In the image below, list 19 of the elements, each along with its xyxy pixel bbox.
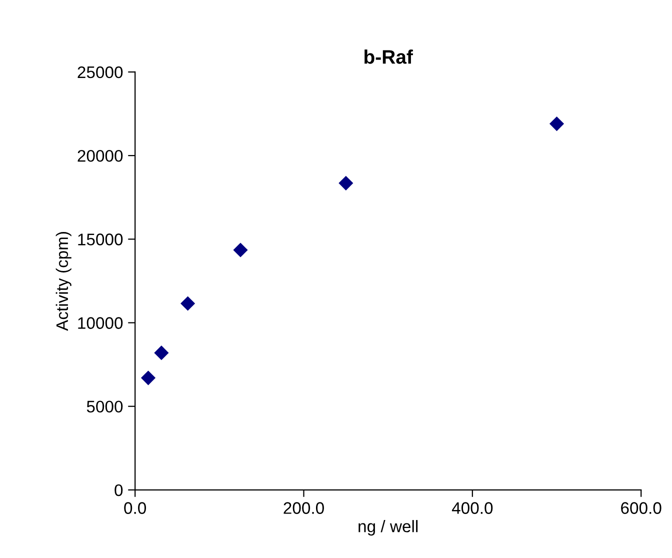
point: [549, 116, 564, 132]
x-tick-label: 0.0: [124, 502, 146, 514]
y-tick-label: 10000: [78, 317, 123, 329]
y-tick-label: 15000: [78, 234, 123, 246]
point: [140, 370, 156, 386]
y-axis-title: Activity (cpm): [56, 232, 72, 331]
point: [338, 176, 354, 190]
y-tick-label: 20000: [78, 150, 123, 162]
x-tick-label: 200.0: [284, 502, 324, 514]
x-tick-label: 400.0: [452, 502, 493, 514]
chart-title: b-Raf: [364, 50, 413, 64]
point: [233, 242, 248, 258]
point: [154, 346, 169, 360]
y-tick-label: 5000: [86, 400, 123, 413]
x-tick-label: 600.0: [621, 502, 662, 514]
point: [180, 296, 196, 311]
x-axis-title: ng / well: [358, 520, 418, 536]
y-tick-label: 25000: [78, 66, 123, 78]
y-tick-label: 0: [114, 484, 123, 496]
